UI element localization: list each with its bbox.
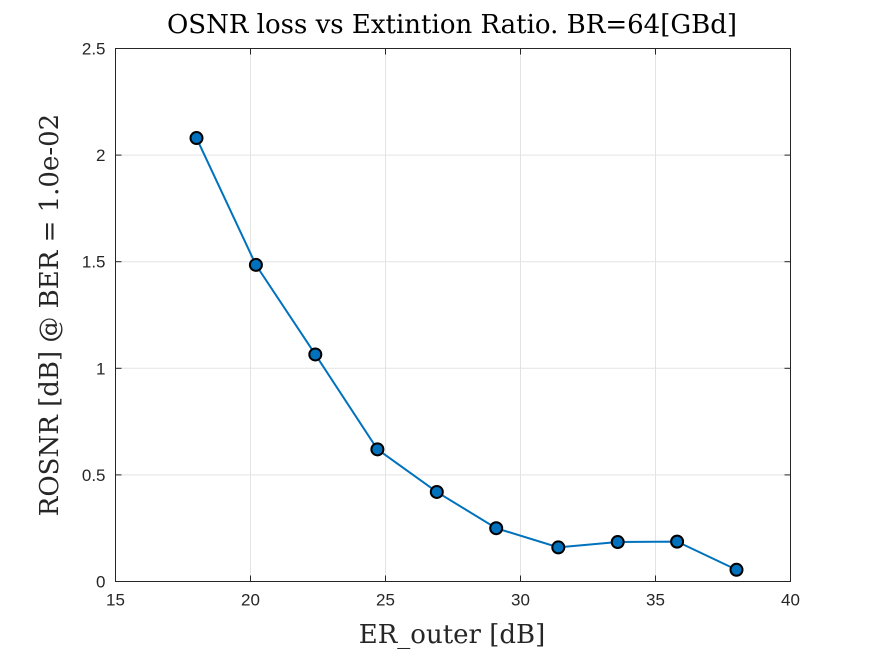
x-tick-label: 20 xyxy=(241,591,260,610)
x-axis-label: ER_outer [dB] xyxy=(359,620,546,650)
x-tick-label: 25 xyxy=(376,591,395,610)
x-tick-label: 35 xyxy=(646,591,665,610)
data-point xyxy=(370,442,385,457)
data-point xyxy=(189,131,204,146)
y-tick-label: 1.5 xyxy=(82,253,106,272)
data-point xyxy=(248,257,263,272)
plot-area-frame xyxy=(115,48,791,582)
series-layer xyxy=(189,131,744,577)
data-point xyxy=(429,484,444,499)
data-point xyxy=(551,540,566,555)
y-tick-label: 2 xyxy=(96,146,105,165)
data-point xyxy=(610,535,625,550)
y-tick-label: 2.5 xyxy=(82,40,106,59)
ticks: 15 20 25 30 35 40 0 0.5 1 1.5 2 2.5 xyxy=(82,40,800,610)
data-point xyxy=(729,562,744,577)
data-point xyxy=(489,521,504,536)
y-tick-label: 0 xyxy=(96,573,105,592)
y-tick-label: 0.5 xyxy=(82,466,106,485)
x-tick-label: 15 xyxy=(106,591,125,610)
x-tick-label: 30 xyxy=(511,591,530,610)
grid xyxy=(115,48,791,582)
chart-title: OSNR loss vs Extintion Ratio. BR=64[GBd] xyxy=(167,10,737,40)
y-tick-label: 1 xyxy=(96,359,105,378)
x-tick-label: 40 xyxy=(781,591,800,610)
data-point xyxy=(670,534,685,549)
data-point xyxy=(308,347,323,362)
series-line xyxy=(195,137,737,571)
y-axis-label: ROSNR [dB] @ BER = 1.0e-02 xyxy=(35,114,65,516)
